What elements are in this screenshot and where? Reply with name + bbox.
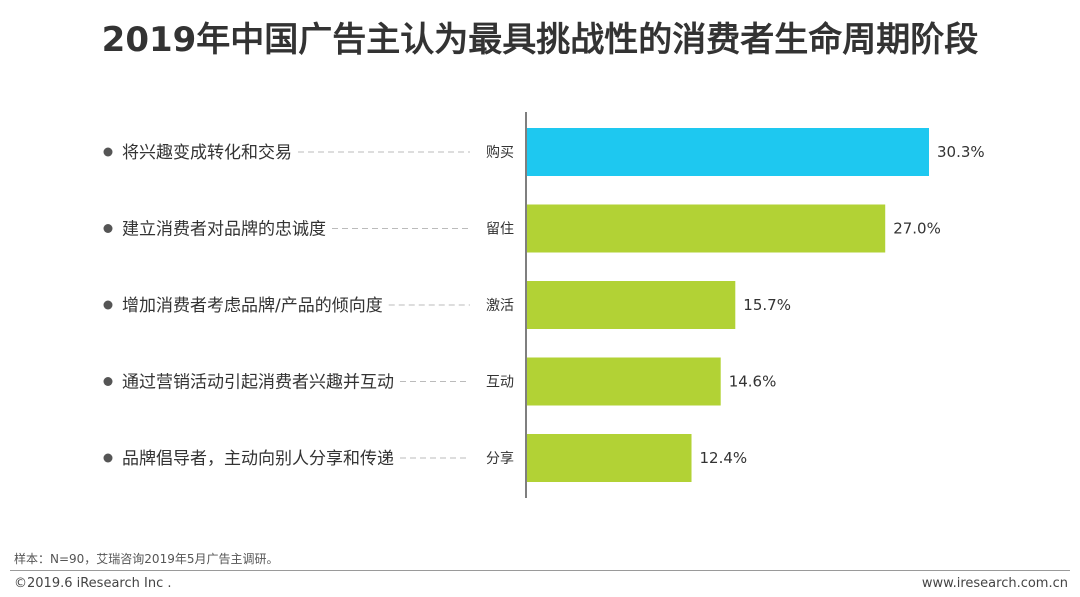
stage-description: 增加消费者考虑品牌/产品的倾向度 [122, 296, 383, 316]
website-link[interactable]: www.iresearch.com.cn [921, 576, 1068, 591]
value-label: 14.6% [729, 373, 777, 391]
category-label: 购买 [486, 145, 514, 161]
category-label: 互动 [486, 375, 514, 391]
stage-description: 通过营销活动引起消费者兴趣并互动 [122, 373, 394, 393]
stage-description: 将兴趣变成转化和交易 [122, 143, 292, 163]
category-label: 留住 [486, 222, 514, 238]
copyright-text: ©2019.6 iResearch Inc . [14, 576, 172, 591]
category-label: 分享 [486, 450, 514, 467]
stage-description: 品牌倡导者，主动向别人分享和传递 [122, 449, 394, 469]
bar-1 [527, 128, 929, 176]
bullet-icon [103, 377, 113, 386]
bullet-icon [103, 224, 113, 233]
sample-footnote: 样本：N=90，艾瑞咨询2019年5月广告主调研。 [14, 552, 279, 566]
value-label: 15.7% [743, 296, 791, 314]
value-label: 12.4% [700, 449, 748, 467]
bullet-icon [103, 147, 113, 157]
bar-4 [527, 357, 721, 406]
bullet-icon [103, 453, 113, 463]
bullet-icon [103, 300, 113, 310]
category-label: 激活 [486, 297, 514, 314]
value-label: 30.3% [937, 143, 985, 161]
bar-5 [527, 434, 692, 482]
value-label: 27.0% [893, 220, 941, 238]
stage-description: 建立消费者对品牌的忠诚度 [122, 220, 326, 240]
bar-3 [527, 281, 736, 329]
bar-2 [527, 204, 886, 253]
chart-title: 2019年中国广告主认为最具挑战性的消费者生命周期阶段 [101, 20, 979, 60]
footer-divider [10, 570, 1070, 571]
